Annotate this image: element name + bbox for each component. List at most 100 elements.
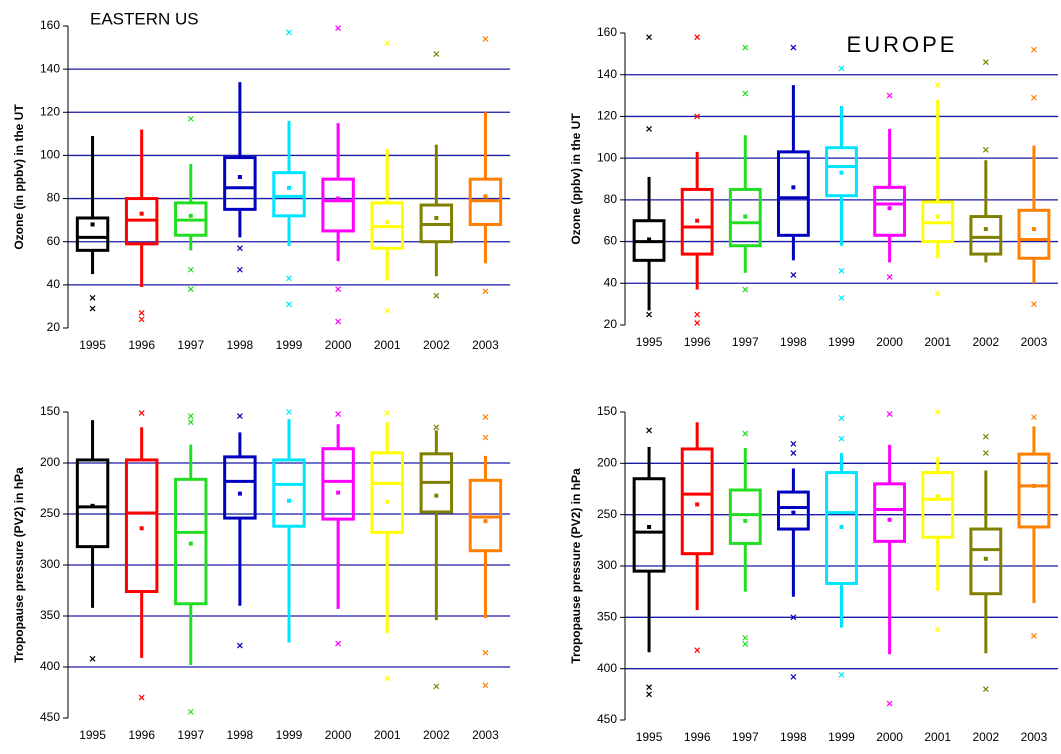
flier — [482, 682, 489, 689]
mean — [695, 502, 700, 507]
mean — [336, 490, 341, 495]
x-tick-label: 2003 — [1021, 730, 1048, 744]
flier — [1031, 46, 1037, 53]
flier — [1031, 632, 1037, 639]
flier — [742, 641, 749, 647]
mean — [1031, 227, 1036, 232]
flier — [982, 686, 989, 693]
mean — [935, 214, 940, 219]
flier — [790, 673, 797, 680]
x-tick-label: 1998 — [780, 335, 807, 349]
mean — [887, 517, 892, 522]
mean — [139, 211, 144, 216]
chart-title: EUROPE — [847, 32, 958, 57]
x-tick-label: 2001 — [374, 728, 401, 742]
flier — [982, 146, 989, 153]
flier — [838, 671, 845, 678]
y-tick-label: 140 — [597, 67, 617, 81]
flier — [886, 92, 893, 99]
mean — [983, 556, 988, 561]
flier — [790, 440, 797, 447]
box — [223, 156, 257, 211]
flier — [982, 433, 989, 440]
x-tick-label: 1995 — [79, 728, 106, 742]
flier — [742, 430, 749, 437]
flier — [742, 286, 749, 293]
x-tick-label: 2000 — [325, 728, 352, 742]
mean — [287, 185, 291, 190]
x-tick-label: 2002 — [972, 335, 999, 349]
flier — [286, 301, 292, 308]
flier — [482, 36, 489, 42]
flier — [838, 294, 845, 301]
box — [969, 527, 1003, 596]
flier — [89, 655, 96, 662]
y-tick-label: 450 — [597, 712, 617, 726]
mean — [90, 222, 95, 227]
flier — [187, 419, 194, 426]
flier — [384, 40, 391, 47]
x-tick-label: 1997 — [177, 338, 204, 352]
x-tick-label: 1995 — [79, 338, 106, 352]
y-axis-label: Ozone (ppbv) in the UT — [569, 113, 583, 245]
y-tick-label: 40 — [47, 277, 61, 291]
x-tick-label: 1997 — [732, 335, 759, 349]
x-tick-label: 1999 — [828, 730, 855, 744]
y-tick-label: 250 — [597, 507, 617, 521]
box — [75, 458, 110, 549]
x-tick-label: 1995 — [636, 335, 663, 349]
mean — [839, 170, 844, 175]
y-tick-label: 40 — [604, 275, 618, 289]
box — [776, 150, 810, 237]
y-tick-label: 20 — [47, 320, 61, 334]
mean — [434, 493, 439, 498]
flier — [934, 290, 941, 297]
flier — [790, 44, 797, 51]
flier — [982, 59, 989, 66]
flier — [236, 266, 243, 273]
box — [272, 171, 306, 218]
mean — [385, 220, 390, 225]
x-tick-label: 1996 — [128, 338, 155, 352]
mean — [743, 518, 748, 523]
x-tick-label: 2000 — [876, 730, 903, 744]
flier — [138, 316, 145, 323]
box — [75, 216, 110, 252]
x-tick-label: 1997 — [177, 728, 204, 742]
box — [873, 185, 907, 237]
y-tick-label: 400 — [597, 661, 617, 675]
x-tick-label: 2001 — [924, 335, 951, 349]
flier — [694, 319, 701, 326]
box — [776, 490, 810, 531]
y-tick-label: 200 — [597, 456, 617, 470]
mean — [434, 215, 439, 220]
box — [873, 482, 907, 543]
box — [680, 187, 714, 256]
flier — [138, 309, 145, 316]
flier — [838, 435, 845, 442]
flier — [790, 450, 797, 456]
y-tick-label: 450 — [40, 710, 60, 724]
flier — [742, 90, 749, 97]
x-tick-label: 1995 — [636, 730, 663, 744]
mean — [139, 526, 144, 531]
mean — [887, 206, 892, 211]
mean — [935, 494, 940, 499]
flier — [646, 684, 652, 691]
flier — [790, 272, 797, 278]
y-tick-label: 150 — [40, 404, 60, 418]
flier — [742, 634, 749, 641]
flier — [138, 694, 145, 701]
flier — [187, 286, 194, 293]
flier — [335, 318, 342, 325]
flier — [1031, 94, 1037, 101]
x-tick-label: 2001 — [374, 338, 401, 352]
flier — [433, 424, 440, 431]
flier — [646, 34, 652, 41]
flier — [433, 51, 440, 57]
mean — [287, 498, 291, 503]
box — [921, 471, 955, 539]
flier — [646, 126, 652, 132]
x-tick-label: 1998 — [227, 728, 254, 742]
y-tick-label: 200 — [40, 455, 60, 469]
